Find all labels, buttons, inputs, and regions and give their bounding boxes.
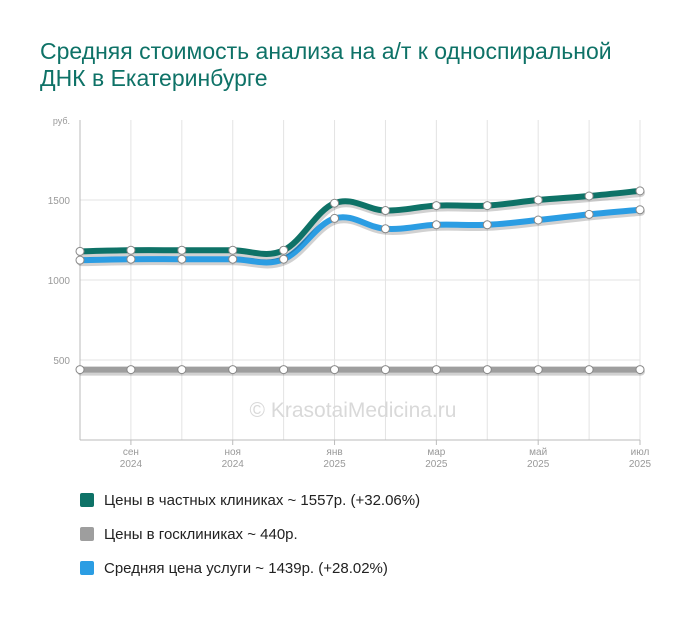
series-lines bbox=[77, 187, 645, 376]
axes: 50010001500руб.сен2024ноя2024янв2025мар2… bbox=[48, 116, 652, 470]
x-tick-label-year: 2024 bbox=[120, 459, 143, 470]
x-tick-label-year: 2024 bbox=[222, 459, 245, 470]
y-tick-label: 1000 bbox=[48, 276, 71, 287]
x-tick-label-month: мар bbox=[427, 447, 445, 458]
data-point bbox=[584, 191, 594, 201]
legend-swatch bbox=[80, 493, 94, 507]
y-tick-label: 1500 bbox=[48, 196, 71, 207]
x-tick-label-month: июл bbox=[631, 447, 650, 458]
data-point bbox=[482, 220, 492, 230]
line-chart: © KrasotaiMedicina.ru 500 1000 1500 руб. сен… bbox=[48, 116, 652, 470]
data-point bbox=[126, 245, 136, 255]
data-point bbox=[482, 365, 492, 375]
data-point bbox=[228, 245, 238, 255]
data-point bbox=[177, 245, 187, 255]
grid bbox=[79, 120, 641, 440]
x-tick-label-year: 2025 bbox=[425, 459, 448, 470]
data-point bbox=[330, 198, 340, 208]
data-point bbox=[279, 245, 289, 255]
x-tick-label-year: 2025 bbox=[629, 459, 652, 470]
x-tick-label-month: сен bbox=[123, 447, 139, 458]
data-point bbox=[126, 254, 136, 264]
data-point bbox=[533, 215, 543, 225]
x-tick-label-year: 2025 bbox=[323, 459, 346, 470]
data-point bbox=[380, 365, 390, 375]
watermark-text: © KrasotaiMedicina.ru bbox=[250, 399, 457, 422]
data-point bbox=[279, 254, 289, 264]
data-point bbox=[177, 254, 187, 264]
data-point bbox=[75, 255, 85, 265]
data-point bbox=[635, 186, 645, 196]
data-point bbox=[380, 224, 390, 234]
data-point bbox=[431, 201, 441, 211]
x-tick-label-year: 2025 bbox=[527, 459, 550, 470]
data-point bbox=[635, 205, 645, 215]
legend-label: Цены в частных клиниках ~ 1557р. (+32.06… bbox=[104, 491, 421, 509]
data-point bbox=[380, 206, 390, 216]
data-point bbox=[584, 209, 594, 219]
legend-swatch bbox=[80, 561, 94, 575]
legend-swatch bbox=[80, 527, 94, 541]
data-point bbox=[75, 365, 85, 375]
data-point bbox=[533, 195, 543, 205]
data-points bbox=[75, 186, 645, 375]
data-point bbox=[584, 365, 594, 375]
data-point bbox=[431, 365, 441, 375]
data-point bbox=[279, 365, 289, 375]
data-point bbox=[330, 213, 340, 223]
data-point bbox=[330, 365, 340, 375]
y-unit-label: руб. bbox=[53, 116, 70, 126]
data-point bbox=[228, 365, 238, 375]
data-point bbox=[431, 220, 441, 230]
legend-item: Цены в госклиниках ~ 440р. bbox=[80, 522, 640, 546]
y-tick-label: 500 bbox=[53, 356, 70, 367]
legend-item: Средняя цена услуги ~ 1439р. (+28.02%) bbox=[80, 556, 640, 580]
legend-item: Цены в частных клиниках ~ 1557р. (+32.06… bbox=[80, 488, 640, 512]
data-point bbox=[228, 254, 238, 264]
x-tick-label-month: янв bbox=[326, 447, 342, 458]
data-point bbox=[533, 365, 543, 375]
legend: Цены в частных клиниках ~ 1557р. (+32.06… bbox=[80, 488, 640, 590]
data-point bbox=[635, 365, 645, 375]
data-point bbox=[177, 365, 187, 375]
legend-label: Средняя цена услуги ~ 1439р. (+28.02%) bbox=[104, 559, 388, 577]
legend-label: Цены в госклиниках ~ 440р. bbox=[104, 525, 298, 543]
chart-title: Средняя стоимость анализа на а/т к однос… bbox=[40, 38, 612, 91]
x-tick-label-month: ноя bbox=[224, 447, 241, 458]
data-point bbox=[75, 246, 85, 256]
data-point bbox=[126, 365, 136, 375]
data-point bbox=[482, 201, 492, 211]
x-tick-label-month: май bbox=[529, 447, 547, 458]
